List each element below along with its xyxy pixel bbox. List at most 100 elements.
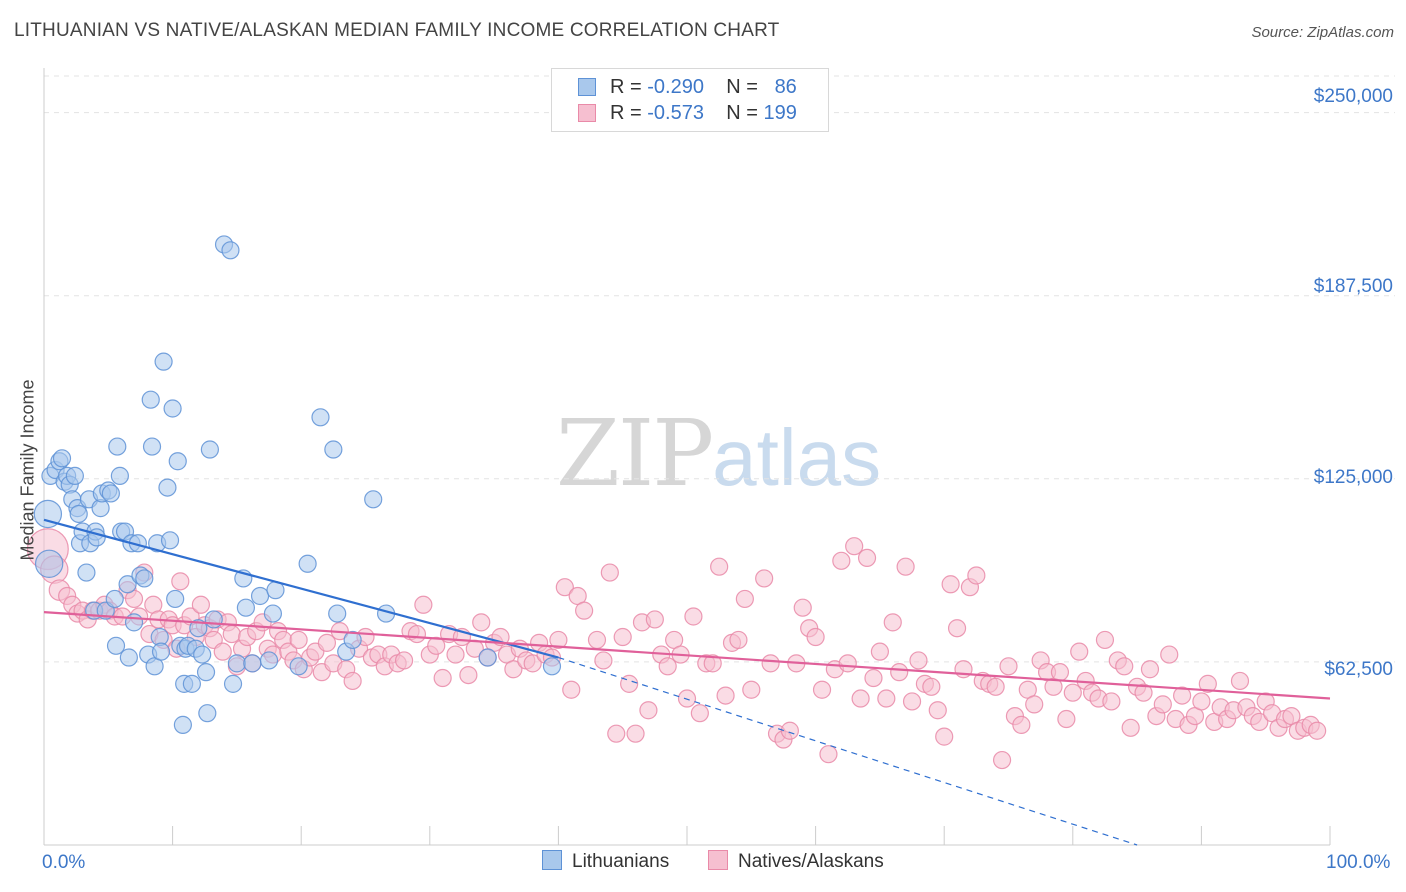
native-alaskan-point — [1250, 712, 1269, 732]
legend-n-label: N = — [726, 102, 758, 124]
native-alaskan-point — [1140, 660, 1160, 679]
lithuanian-point — [478, 648, 497, 667]
native-alaskan-point — [870, 642, 890, 661]
lithuanian-point — [223, 674, 243, 693]
lithuanian-point — [259, 651, 279, 670]
native-alaskan-point — [909, 651, 928, 670]
native-alaskan-point — [433, 668, 452, 688]
legend-r-label: R = — [610, 76, 642, 98]
lithuanian-point — [263, 604, 283, 623]
native-alaskan-point — [587, 630, 607, 650]
lithuanian-point — [221, 241, 240, 260]
lithuanian-point — [227, 654, 246, 673]
lithuanian-point — [65, 466, 84, 485]
native-alaskan-point — [896, 557, 915, 576]
native-alaskan-point — [1134, 683, 1153, 702]
native-alaskan-point — [735, 589, 754, 609]
legend-swatch-pink — [578, 104, 596, 122]
native-alaskan-point — [555, 578, 574, 597]
native-alaskan-point — [845, 537, 864, 556]
x-tick-label-max: 100.0% — [1326, 852, 1391, 873]
lithuanian-point — [160, 531, 180, 550]
native-alaskan-point — [343, 671, 362, 691]
native-alaskan-point — [729, 630, 748, 650]
native-alaskan-point — [1173, 686, 1192, 705]
native-alaskan-point — [394, 651, 414, 670]
lithuanian-point — [204, 610, 223, 629]
native-alaskan-point — [459, 665, 478, 685]
native-alaskan-point — [171, 572, 190, 591]
native-alaskan-point — [851, 689, 870, 708]
native-alaskan-point — [1198, 674, 1217, 693]
legend-text-natives: R = -0.573 N = 199 — [610, 102, 797, 125]
legend-r-value: -0.290 — [647, 76, 704, 98]
native-alaskan-point — [1160, 645, 1179, 664]
native-alaskan-point — [222, 624, 241, 644]
lithuanian-point — [69, 504, 88, 524]
watermark-zip: ZIP — [556, 400, 714, 507]
lithuanian-point — [105, 589, 124, 609]
native-alaskan-point — [986, 677, 1005, 696]
lithuanian-point — [196, 663, 216, 682]
lithuanian-point — [189, 619, 208, 638]
lithuanian-point — [243, 654, 262, 673]
native-alaskan-point — [755, 569, 774, 588]
native-alaskan-point — [928, 701, 947, 720]
lithuanian-point — [110, 466, 129, 485]
lithuanian-point — [250, 586, 270, 606]
native-alaskan-point — [1095, 630, 1115, 650]
legend-n-label: N = — [726, 76, 758, 98]
lithuanian-point — [151, 642, 171, 661]
native-alaskan-point — [716, 686, 735, 705]
native-alaskan-point — [967, 566, 986, 585]
legend-n-value: 199 — [763, 102, 797, 124]
lithuanian-point — [311, 408, 330, 427]
native-alaskan-point — [838, 654, 857, 673]
lithuanian-point — [182, 674, 201, 693]
lithuanian-point — [33, 499, 63, 529]
y-axis-label: Median Family Income — [17, 379, 38, 561]
native-alaskan-point — [639, 701, 658, 720]
lithuanian-trend-line — [43, 518, 559, 659]
lithuanian-point — [289, 657, 308, 676]
native-alaskan-point — [941, 575, 960, 594]
bottom-legend-label: Lithuanians — [572, 851, 670, 872]
lithuanian-point — [142, 437, 162, 456]
legend-swatch-blue — [578, 78, 596, 96]
native-alaskan-point — [703, 654, 722, 673]
watermark: ZIPatlas — [556, 400, 881, 507]
native-alaskan-point — [812, 680, 832, 699]
native-alaskan-point — [819, 745, 838, 764]
native-alaskan-point — [645, 610, 664, 629]
native-alaskan-point — [1230, 671, 1250, 691]
native-alaskan-point — [1121, 718, 1140, 737]
lithuanian-point — [108, 437, 127, 456]
lithuanian-point — [34, 549, 64, 578]
native-alaskan-point — [1070, 642, 1089, 661]
native-alaskan-point — [407, 624, 427, 644]
native-alaskan-point — [1308, 721, 1327, 740]
native-alaskan-point — [1025, 695, 1044, 714]
bottom-legend-swatch-blue — [542, 850, 562, 870]
lithuanian-point — [124, 613, 144, 632]
y-tick-label: $187,500 — [1313, 276, 1393, 297]
native-alaskan-point — [1012, 715, 1031, 734]
native-alaskan-point — [832, 551, 851, 570]
native-alaskan-point — [594, 651, 613, 670]
native-alaskan-point — [1063, 683, 1082, 702]
native-alaskan-point — [658, 657, 677, 676]
native-alaskan-point — [761, 654, 780, 673]
lithuanian-point — [52, 449, 72, 468]
native-alaskan-point — [613, 627, 632, 647]
native-alaskan-point — [472, 613, 491, 632]
legend-r-value: -0.573 — [647, 102, 704, 124]
native-alaskan-point — [690, 704, 709, 723]
native-alaskan-point — [947, 619, 967, 638]
native-alaskan-point — [864, 668, 883, 688]
native-alaskan-point — [935, 727, 954, 746]
y-tick-label: $125,000 — [1313, 467, 1393, 488]
native-alaskan-point — [1192, 692, 1211, 711]
lithuanian-point — [324, 440, 343, 459]
native-alaskan-point — [427, 636, 446, 655]
lithuanian-point — [200, 440, 219, 459]
